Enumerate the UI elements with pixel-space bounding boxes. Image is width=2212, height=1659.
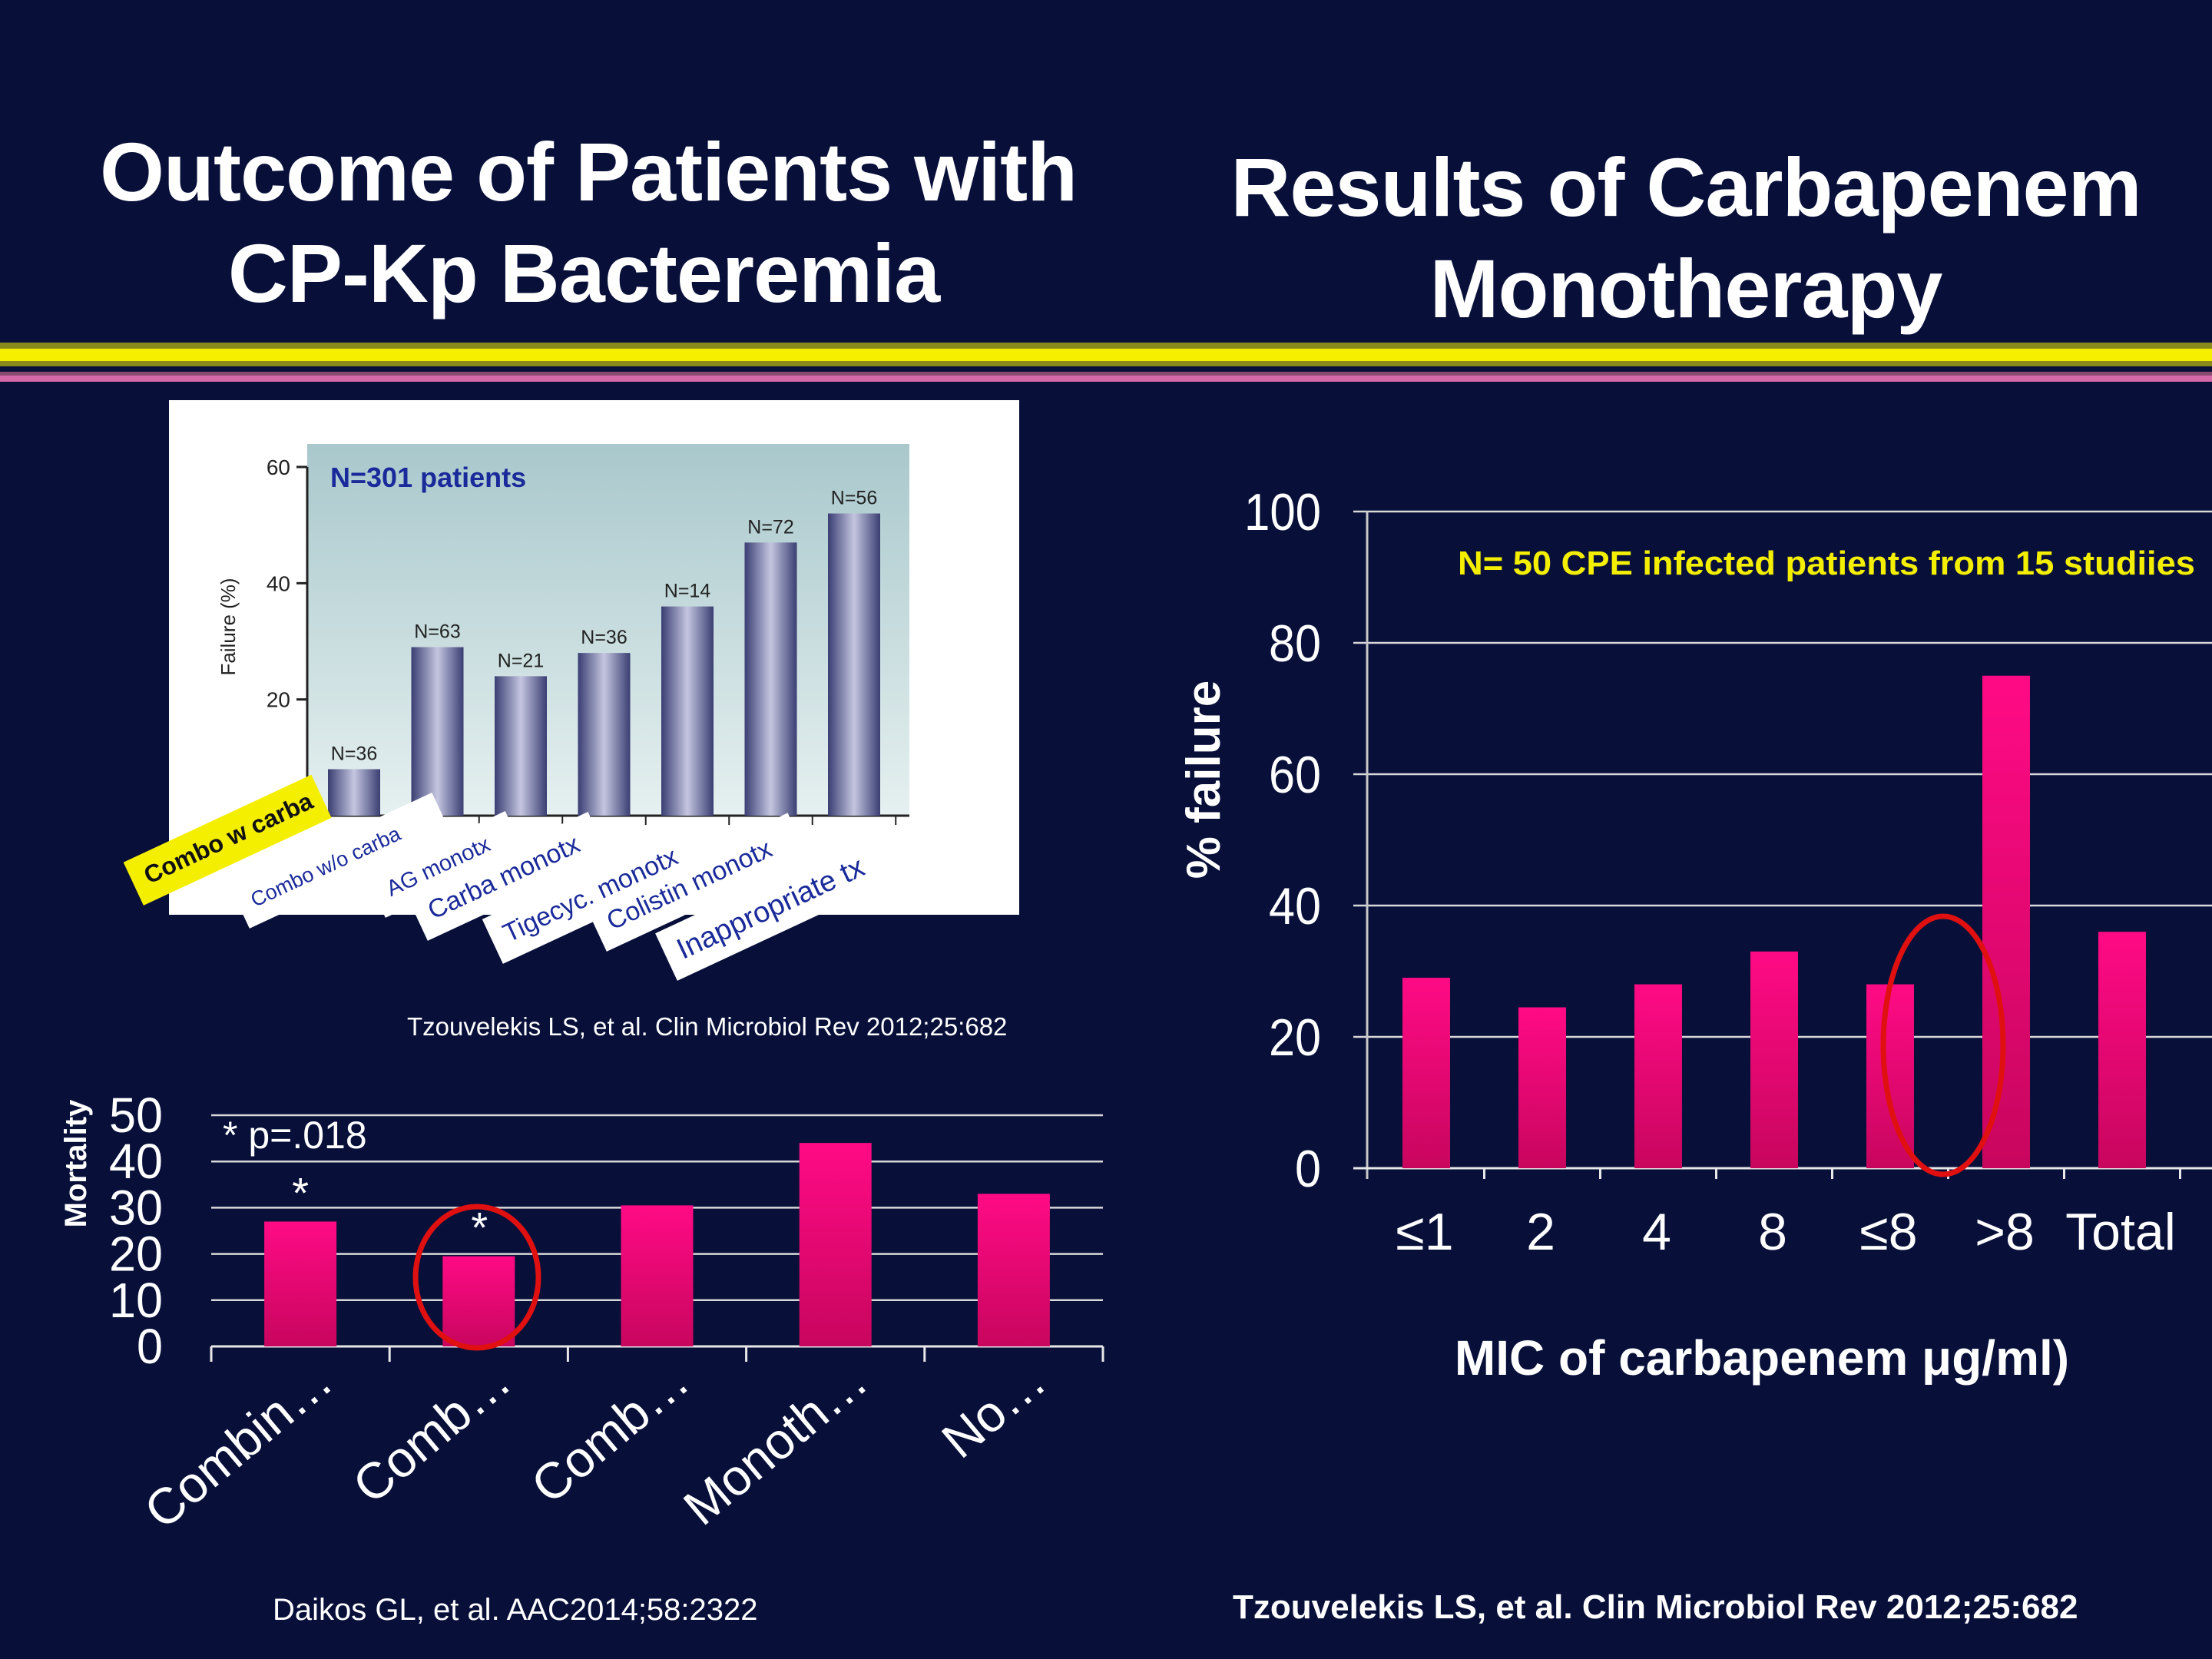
chart1-bar bbox=[661, 606, 714, 816]
divider-olive-top bbox=[0, 343, 2212, 349]
chart3-highlight-circle bbox=[1880, 913, 2006, 1177]
chart2-annotation: * p=.018 bbox=[223, 1114, 367, 1157]
chart1-y-tick-label: 20 bbox=[267, 688, 290, 712]
chart3-category-label: Total bbox=[2065, 1203, 2176, 1261]
chart2-bar bbox=[621, 1205, 694, 1346]
chart3-category-label: 8 bbox=[1758, 1203, 1787, 1261]
chart1-bar-label: N=14 bbox=[664, 581, 711, 602]
chart2-highlight-circle bbox=[412, 1204, 541, 1351]
chart1-bar-label: N=36 bbox=[331, 743, 377, 764]
chart3-bar bbox=[1982, 675, 2030, 1168]
chart1-bar bbox=[578, 653, 631, 816]
chart1-bar bbox=[495, 676, 547, 816]
chart1-bar-label: N=72 bbox=[747, 516, 793, 538]
chart2-y-tick-label: 20 bbox=[109, 1227, 163, 1282]
title-right-line-1: Results of Carbapenem bbox=[1230, 141, 2141, 233]
divider-pink-dark bbox=[0, 372, 2212, 376]
citation-bottom-left: Daikos GL, et al. AAC2014;58:2322 bbox=[273, 1593, 758, 1627]
chart1-bar-label: N=56 bbox=[831, 488, 877, 509]
chart3-category-label: 4 bbox=[1642, 1203, 1671, 1261]
chart1-bar bbox=[828, 513, 880, 816]
chart3-bar bbox=[1750, 951, 1798, 1168]
divider-pink bbox=[0, 376, 2212, 382]
chart1-bar bbox=[411, 647, 464, 816]
divider-yellow bbox=[0, 349, 2212, 361]
chart2-y-label: Mortality bbox=[59, 1099, 93, 1227]
title-left: Outcome of Patients with CP-Kp Bacteremi… bbox=[100, 121, 1078, 324]
chart3-y-tick-label: 20 bbox=[1269, 1008, 1321, 1067]
title-left-line-2: CP-Kp Bacteremia bbox=[227, 226, 940, 320]
chart3-annotation: N= 50 CPE infected patients from 15 stud… bbox=[1458, 545, 2195, 582]
chart2-bar bbox=[977, 1194, 1050, 1346]
chart1-y-tick-label: 40 bbox=[267, 571, 290, 595]
chart3-bar bbox=[1402, 978, 1450, 1168]
chart1-bar-label: N=21 bbox=[498, 650, 544, 671]
chart2-bar bbox=[264, 1221, 337, 1346]
chart2-bar bbox=[799, 1143, 872, 1346]
chart2-y-tick-label: 40 bbox=[109, 1134, 163, 1189]
chart2-category-label: No… bbox=[931, 1351, 1056, 1469]
chart1-y-label: Failure (%) bbox=[217, 578, 240, 675]
chart2-category-label: Comb… bbox=[342, 1351, 521, 1514]
chart3-y-tick-label: 0 bbox=[1295, 1140, 1321, 1198]
chart2-y-tick-label: 0 bbox=[137, 1319, 163, 1374]
chart2-star-mark: * bbox=[292, 1168, 309, 1217]
chart3-bar bbox=[1634, 984, 1682, 1168]
divider-olive-bottom bbox=[0, 361, 2212, 366]
chart2-category-label: Comb… bbox=[521, 1351, 700, 1514]
chart1-annotation: N=301 patients bbox=[330, 462, 526, 493]
chart1-y-tick-label: 60 bbox=[267, 455, 290, 479]
chart3-y-tick-label: 60 bbox=[1269, 746, 1321, 804]
chart2-y-tick-label: 50 bbox=[109, 1088, 163, 1143]
title-left-line-1: Outcome of Patients with bbox=[100, 125, 1078, 218]
chart3-category-label: ≤1 bbox=[1396, 1203, 1453, 1261]
chart3-category-label: ≤8 bbox=[1859, 1203, 1917, 1261]
citation-bottom-right: Tzouvelekis LS, et al. Clin Microbiol Re… bbox=[1233, 1588, 2078, 1626]
chart3-y-tick-label: 80 bbox=[1269, 614, 1321, 673]
chart2-star-mark: * bbox=[471, 1204, 488, 1252]
chart1-bar bbox=[744, 542, 797, 816]
chart3-y-tick-label: 100 bbox=[1244, 483, 1321, 541]
chart3-y-label: % failure bbox=[1177, 680, 1230, 879]
chart3-category-label: >8 bbox=[1975, 1203, 2035, 1261]
citation-top-left: Tzouvelekis LS, et al. Clin Microbiol Re… bbox=[407, 1012, 1008, 1041]
chart3-x-label: MIC of carbapenem μg/ml) bbox=[1455, 1330, 2069, 1386]
chart2-category-label: Combin… bbox=[134, 1351, 343, 1539]
chart3-y-tick-label: 40 bbox=[1269, 877, 1321, 935]
title-right: Results of Carbapenem Monotherapy bbox=[1206, 137, 2166, 339]
chart3-bar bbox=[1866, 984, 1914, 1168]
chart2-category-label: Monoth… bbox=[673, 1351, 878, 1536]
chart1-bar bbox=[328, 769, 380, 816]
chart3-bar bbox=[1518, 1007, 1566, 1168]
chart1-bar-label: N=63 bbox=[414, 621, 460, 643]
title-right-line-2: Monotherapy bbox=[1429, 241, 1942, 335]
chart2-bar bbox=[442, 1256, 515, 1346]
chart2-y-tick-label: 10 bbox=[109, 1273, 163, 1328]
chart3-category-label: 2 bbox=[1526, 1203, 1555, 1261]
chart-failure-by-mic: 0 20 40 60 80 100 ≤1 2 4 8 ≤8 >8 Total % failure N=… bbox=[1177, 483, 2212, 1386]
chart1-bar-label: N=36 bbox=[581, 627, 627, 648]
chart2-y-tick-label: 30 bbox=[109, 1180, 163, 1235]
chart3-bar bbox=[2098, 932, 2146, 1168]
